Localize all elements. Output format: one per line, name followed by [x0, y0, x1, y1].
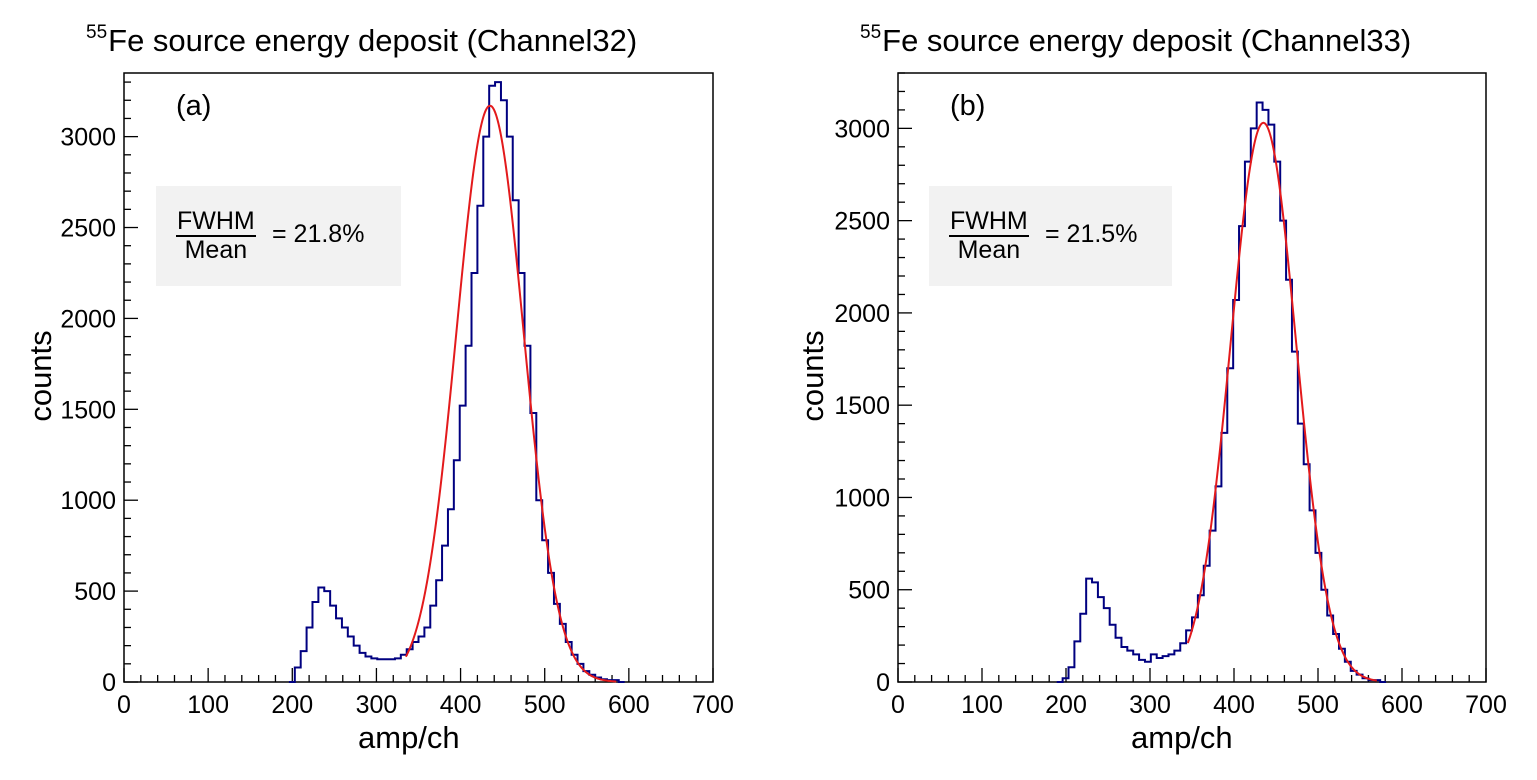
title-superscript-b: 55	[860, 22, 882, 43]
y-tick-label-a: 500	[74, 578, 116, 606]
fraction-a: FWHM Mean	[176, 208, 256, 264]
x-tick-label-b: 300	[1129, 691, 1171, 719]
y-tick-label-a: 0	[102, 669, 116, 697]
fraction-denominator-b: Mean	[957, 236, 1021, 264]
y-tick-label-a: 1500	[60, 396, 116, 424]
y-tick-label-b: 500	[848, 577, 890, 605]
plot-area-b: 0 100 200 300 400 500 600 700 0 500 1000 1500 2000 25…	[834, 72, 1507, 719]
x-axis-label-b: amp/ch	[1131, 720, 1233, 755]
x-tick-label-a: 0	[117, 691, 131, 719]
title-text-b: Fe source energy deposit (Channel33)	[882, 23, 1412, 58]
title-superscript-a: 55	[86, 22, 108, 43]
x-tick-label-a: 500	[524, 691, 566, 719]
title-text-a: Fe source energy deposit (Channel32)	[108, 23, 638, 58]
fraction-denominator-a: Mean	[184, 236, 248, 264]
y-tick-label-b: 1000	[834, 484, 890, 512]
y-tick-label-b: 1500	[834, 392, 890, 420]
x-axis-label-a: amp/ch	[358, 720, 460, 755]
plot-frame-b	[897, 72, 1487, 683]
x-tick-label-b: 600	[1381, 691, 1423, 719]
x-tick-label-a: 300	[356, 691, 398, 719]
gaussian-fit-curve-a	[404, 104, 617, 683]
plot-frame-a	[123, 72, 714, 683]
resolution-value-a: = 21.8%	[272, 220, 365, 248]
histogram-series-a	[288, 81, 625, 683]
x-tick-label-b: 500	[1297, 691, 1339, 719]
y-axis-label-a: counts	[23, 330, 58, 422]
x-tick-label-a: 200	[271, 691, 313, 719]
panel-label-b: (b)	[950, 90, 986, 122]
x-tick-label-b: 100	[961, 691, 1003, 719]
y-tick-label-a: 1000	[60, 487, 116, 515]
x-tick-label-b: 0	[891, 691, 905, 719]
fraction-numerator-a: FWHM	[176, 207, 256, 237]
x-tick-label-a: 700	[692, 691, 734, 719]
x-tick-label-a: 400	[440, 691, 482, 719]
x-tick-label-a: 600	[608, 691, 650, 719]
y-tick-label-b: 0	[876, 669, 890, 697]
chart-panel-a: 55Fe source energy deposit (Channel32) 0…	[0, 0, 768, 780]
resolution-value-b: = 21.5%	[1045, 220, 1138, 248]
x-tick-label-b: 200	[1045, 691, 1087, 719]
x-tick-label-b: 700	[1465, 691, 1507, 719]
plot-area-a: 0 100 200 300 400 500 600 700 0 500 1000 1500 2000 25…	[60, 72, 734, 719]
gaussian-fit-curve-b	[1186, 121, 1377, 682]
fraction-numerator-b: FWHM	[949, 207, 1029, 237]
x-tick-label-a: 100	[187, 691, 229, 719]
fraction-b: FWHM Mean	[949, 208, 1029, 264]
panel-label-a: (a)	[176, 90, 212, 122]
histogram-series-b	[1056, 101, 1387, 683]
chart-title-a: 55Fe source energy deposit (Channel32)	[86, 22, 637, 59]
y-tick-label-a: 3000	[60, 124, 116, 152]
y-tick-label-a: 2000	[60, 305, 116, 333]
chart-title-b: 55Fe source energy deposit (Channel33)	[860, 22, 1411, 59]
y-axis-label-b: counts	[795, 330, 830, 422]
chart-panel-b: 55Fe source energy deposit (Channel33) 0…	[769, 0, 1537, 780]
y-tick-label-b: 2500	[834, 208, 890, 236]
y-tick-label-b: 2000	[834, 300, 890, 328]
y-tick-label-a: 2500	[60, 215, 116, 243]
x-tick-label-b: 400	[1213, 691, 1255, 719]
y-tick-label-b: 3000	[834, 115, 890, 143]
